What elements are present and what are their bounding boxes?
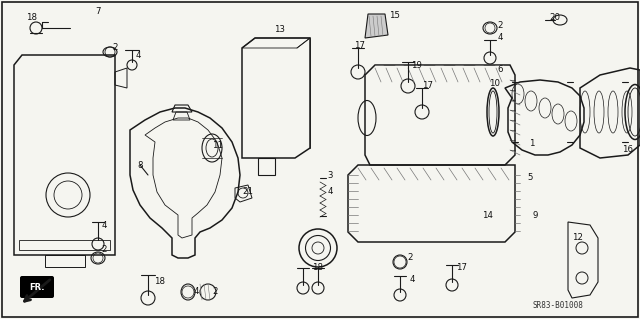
Text: 7: 7: [95, 8, 100, 17]
Text: 18: 18: [26, 13, 38, 23]
Text: 17: 17: [456, 263, 467, 272]
Text: 4: 4: [193, 287, 199, 296]
Text: 10: 10: [490, 78, 500, 87]
Text: 17: 17: [355, 41, 365, 50]
Text: 13: 13: [275, 26, 285, 34]
Text: 2: 2: [101, 246, 107, 255]
Text: 17: 17: [422, 81, 433, 91]
Text: 5: 5: [527, 174, 532, 182]
Text: 8: 8: [137, 160, 143, 169]
Text: SR83-B01008: SR83-B01008: [532, 300, 584, 309]
Text: 11: 11: [212, 140, 223, 150]
Text: 14: 14: [483, 211, 493, 220]
Text: 6: 6: [497, 65, 503, 75]
Text: 4: 4: [101, 220, 107, 229]
Text: 1: 1: [529, 138, 535, 147]
Text: 4: 4: [497, 33, 503, 42]
Text: 20: 20: [550, 13, 561, 23]
Text: 12: 12: [573, 234, 584, 242]
Text: 19: 19: [411, 61, 421, 70]
FancyBboxPatch shape: [20, 276, 54, 298]
Text: 3: 3: [327, 170, 333, 180]
Text: 2: 2: [212, 287, 218, 296]
Text: 2: 2: [112, 43, 118, 53]
Text: 21: 21: [243, 188, 253, 197]
Text: 18: 18: [154, 278, 166, 286]
Polygon shape: [365, 14, 388, 38]
Text: 18: 18: [312, 263, 323, 272]
Text: 4: 4: [135, 50, 141, 60]
Text: 15: 15: [390, 11, 401, 20]
Text: 16: 16: [623, 145, 634, 154]
Text: 2: 2: [407, 254, 413, 263]
Text: 4: 4: [409, 276, 415, 285]
Text: 4: 4: [327, 188, 333, 197]
Text: FR.: FR.: [29, 283, 45, 292]
Text: 9: 9: [532, 211, 538, 219]
Text: 2: 2: [497, 20, 503, 29]
